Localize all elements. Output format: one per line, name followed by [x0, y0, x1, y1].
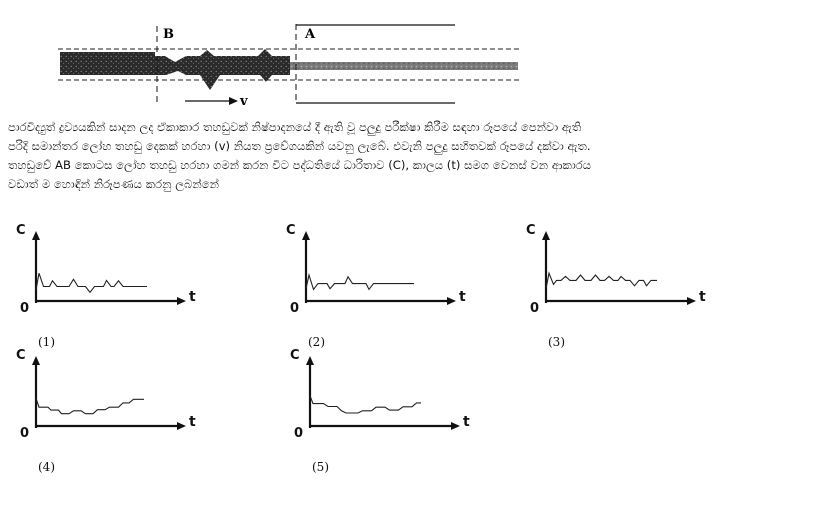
- capacitance-curve: [545, 271, 657, 289]
- graph-option-2[interactable]: C 0 t (2): [284, 223, 484, 349]
- label-a: A: [304, 27, 316, 42]
- c-axis-label: C: [286, 223, 296, 238]
- y-axis-arrow: [32, 231, 40, 240]
- t-axis-label: t: [459, 289, 466, 305]
- capacitance-curve: [305, 272, 414, 291]
- origin-label: 0: [294, 426, 304, 441]
- c-axis-label: C: [526, 223, 536, 238]
- option-number: (3): [548, 335, 565, 349]
- option-number: (5): [312, 460, 329, 474]
- t-axis-label: t: [463, 414, 470, 430]
- c-axis-label: C: [16, 223, 26, 238]
- graph-option-1[interactable]: C 0 t (1): [14, 223, 214, 349]
- y-axis-arrow: [302, 231, 310, 240]
- capacitance-curve: [309, 395, 421, 414]
- x-axis-arrow: [451, 422, 460, 430]
- x-axis-arrow: [687, 297, 696, 305]
- option-number: (4): [38, 460, 55, 474]
- label-b: B: [163, 27, 174, 42]
- question-text: පාරවිද්‍යුත් ද්‍රව්‍යයකින් සාදන ලද ඒකාකා…: [8, 118, 808, 194]
- capacitance-curve: [35, 398, 144, 415]
- t-axis-label: t: [699, 289, 706, 305]
- option-number: (2): [308, 335, 325, 349]
- graph-option-5[interactable]: C 0 t (5): [288, 348, 488, 474]
- graph-svg: [542, 231, 696, 305]
- graph-option-3[interactable]: C 0 t (3): [524, 223, 724, 349]
- option-number: (1): [38, 335, 55, 349]
- sheet-body: [60, 49, 518, 90]
- graph-svg: [306, 356, 460, 430]
- graph-svg: [32, 231, 186, 305]
- x-axis-arrow: [177, 422, 186, 430]
- origin-label: 0: [290, 301, 300, 316]
- question-line: පාරවිද්‍යුත් ද්‍රව්‍යයකින් සාදන ලද ඒකාකා…: [8, 120, 582, 134]
- sheet-diagram: B A v: [58, 24, 520, 109]
- x-axis-arrow: [447, 297, 456, 305]
- capacitance-curve: [35, 273, 147, 294]
- x-axis-arrow: [177, 297, 186, 305]
- label-v: v: [239, 94, 248, 109]
- origin-label: 0: [20, 301, 30, 316]
- c-axis-label: C: [16, 348, 26, 363]
- question-line: වඩාත් ම හොඳින් නිරූපණය කරනු ලබන්නේ: [8, 177, 220, 191]
- graph-svg: [32, 356, 186, 430]
- sheet-light-band: [290, 62, 518, 70]
- y-axis-arrow: [542, 231, 550, 240]
- t-axis-label: t: [189, 414, 196, 430]
- velocity-arrowhead: [229, 97, 238, 105]
- c-axis-label: C: [290, 348, 300, 363]
- graph-svg: [302, 231, 456, 305]
- question-line: පරිදි සමාන්තර ලෝහ තහඩු දෙකක් හරහා (v) නි…: [8, 139, 591, 153]
- question-line: තහඩුවේ AB කොටස ලෝහ තහඩු හරහා ගමන් කරන වි…: [8, 158, 592, 172]
- y-axis-arrow: [306, 356, 314, 365]
- origin-label: 0: [20, 426, 30, 441]
- t-axis-label: t: [189, 289, 196, 305]
- graph-option-4[interactable]: C 0 t (4): [14, 348, 214, 474]
- y-axis-arrow: [32, 356, 40, 365]
- origin-label: 0: [530, 301, 540, 316]
